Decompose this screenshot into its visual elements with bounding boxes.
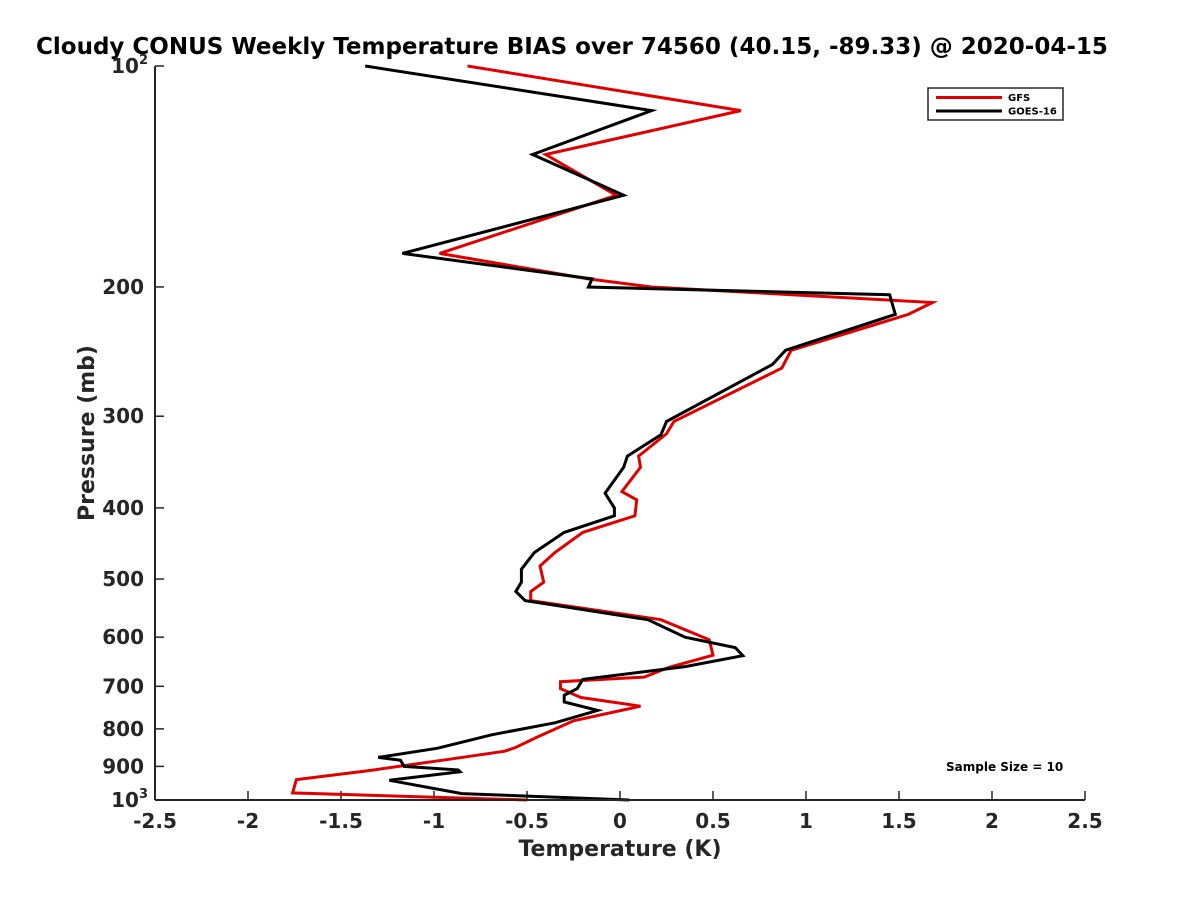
x-tick-label: 0 [613,809,627,833]
y-tick-label: 500 [102,567,144,591]
legend-label-gfs: GFS [1008,93,1030,104]
series-line-gfs [290,64,939,802]
y-axis-label: Pressure (mb) [75,345,100,521]
x-tick-label: -2 [237,809,259,833]
y-tick-label: 900 [102,754,144,778]
x-tick-label: -2.5 [133,809,177,833]
legend-label-goes16: GOES-16 [1008,107,1057,118]
series-layer [290,64,939,802]
x-tick-label: -0.5 [505,809,549,833]
x-axis-ticks: -2.5 -2 -1.5 -1 -0.5 0 0.5 1 1.5 2 2.5 [133,791,1103,833]
legend-box [927,87,1064,121]
y-tick-label: 200 [102,275,144,299]
y-axis-ticks: 102 200 300 400 500 600 700 800 900 103 [102,53,164,812]
legend: GFS GOES-16 [927,87,1064,121]
x-tick-label: 0.5 [695,809,730,833]
y-tick-label: 800 [102,717,144,741]
y-tick-label: 600 [102,625,144,649]
y-tick-label: 300 [102,404,144,428]
y-tick-label: 700 [102,674,144,698]
x-tick-label: 2.5 [1067,809,1102,833]
y-tick-label: 102 [111,53,148,78]
x-tick-label: 1.5 [881,809,916,833]
chart-title: Cloudy CONUS Weekly Temperature BIAS ove… [36,34,1108,60]
y-tick-label: 400 [102,496,144,520]
series-line-goes16 [364,64,898,802]
x-tick-label: 2 [985,809,999,833]
x-tick-label: 1 [799,809,813,833]
sample-size-annotation: Sample Size = 10 [946,760,1063,774]
y-tick-label: 103 [111,787,148,812]
x-axis-label: Temperature (K) [518,837,721,862]
y-axis-label-group: Pressure (mb) [75,345,100,521]
x-tick-label: -1 [423,809,445,833]
x-tick-label: -1.5 [319,809,363,833]
